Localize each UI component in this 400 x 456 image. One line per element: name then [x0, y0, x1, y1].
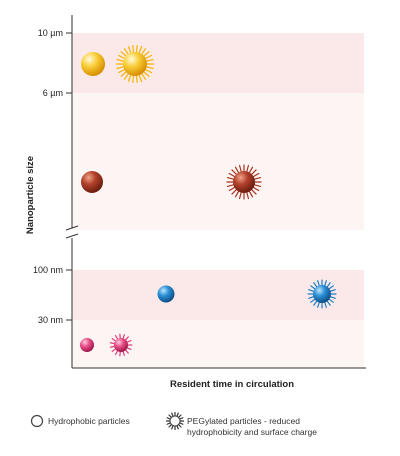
x-axis-title: Resident time in circulation — [170, 379, 294, 390]
particles-layer — [80, 44, 337, 357]
y-axis-title: Nanoparticle size — [25, 156, 36, 234]
blue-hydrophobic-particle — [157, 285, 175, 303]
y-tick-label-30nm: 30 nm — [38, 315, 63, 325]
legend-hydrophobic-label: Hydrophobic particles — [48, 416, 130, 426]
legend-pegylated: PEGylated particles - reduced hydrophobi… — [187, 416, 357, 438]
yellow-hydrophobic-particle — [81, 52, 105, 76]
legend-hydrophobic: Hydrophobic particles — [48, 416, 130, 426]
brown-pegylated-particle — [226, 164, 262, 200]
band-micron-range — [72, 33, 364, 93]
y-tick-label-10um: 10 µm — [38, 28, 63, 38]
y-tick-label-100nm: 100 nm — [33, 265, 63, 275]
legend-hydrophobic-icon — [30, 414, 44, 428]
brown-hydrophobic-particle — [81, 171, 103, 193]
legend-pegylated-icon — [165, 411, 185, 431]
y-tick-label-6um: 6 µm — [43, 88, 63, 98]
band-micron-lower — [72, 93, 364, 230]
blue-pegylated-particle — [307, 279, 337, 309]
pink-pegylated-particle — [109, 333, 133, 357]
pink-hydrophobic-particle — [80, 338, 94, 352]
axis-break-mark — [65, 225, 79, 239]
legend-pegylated-label: PEGylated particles - reduced hydrophobi… — [187, 416, 317, 437]
yellow-pegylated-particle — [115, 44, 155, 84]
